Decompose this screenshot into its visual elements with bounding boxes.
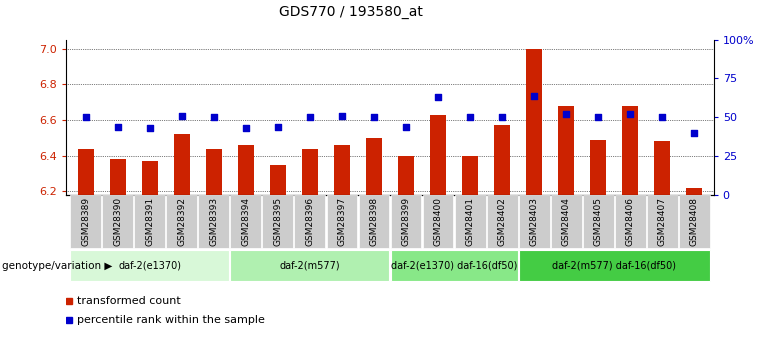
Text: GSM28403: GSM28403 — [530, 197, 539, 246]
FancyBboxPatch shape — [519, 196, 550, 248]
FancyBboxPatch shape — [647, 196, 678, 248]
Point — [688, 130, 700, 136]
Bar — [398, 156, 414, 195]
Bar — [526, 49, 542, 195]
Point — [176, 113, 188, 119]
Text: GSM28395: GSM28395 — [273, 197, 282, 246]
Bar — [495, 125, 510, 195]
FancyBboxPatch shape — [70, 196, 101, 248]
FancyBboxPatch shape — [519, 250, 710, 281]
Point — [112, 124, 124, 129]
Text: GSM28396: GSM28396 — [306, 197, 314, 246]
Bar — [142, 161, 158, 195]
Point — [560, 111, 573, 117]
Text: GSM28393: GSM28393 — [209, 197, 218, 246]
FancyBboxPatch shape — [359, 196, 389, 248]
Bar — [238, 145, 254, 195]
Bar — [462, 156, 478, 195]
Text: GSM28402: GSM28402 — [498, 197, 507, 246]
FancyBboxPatch shape — [166, 196, 197, 248]
Text: GSM28408: GSM28408 — [690, 197, 699, 246]
FancyBboxPatch shape — [295, 196, 325, 248]
Text: daf-2(m577): daf-2(m577) — [279, 261, 340, 270]
Text: GDS770 / 193580_at: GDS770 / 193580_at — [279, 5, 423, 19]
Bar — [270, 165, 285, 195]
Text: GSM28400: GSM28400 — [434, 197, 442, 246]
FancyBboxPatch shape — [134, 196, 165, 248]
Bar — [654, 141, 671, 195]
Text: percentile rank within the sample: percentile rank within the sample — [77, 315, 265, 325]
FancyBboxPatch shape — [102, 196, 133, 248]
FancyBboxPatch shape — [327, 196, 357, 248]
Point — [303, 115, 316, 120]
Point — [624, 111, 636, 117]
FancyBboxPatch shape — [198, 196, 229, 248]
Bar — [366, 138, 382, 195]
Text: GSM28391: GSM28391 — [145, 197, 154, 246]
Bar — [302, 149, 318, 195]
FancyBboxPatch shape — [423, 196, 453, 248]
Point — [271, 124, 284, 129]
Point — [207, 115, 220, 120]
Point — [528, 93, 541, 98]
Bar — [590, 140, 606, 195]
Point — [144, 126, 156, 131]
Text: GSM28392: GSM28392 — [177, 197, 186, 246]
Text: GSM28407: GSM28407 — [658, 197, 667, 246]
FancyBboxPatch shape — [230, 250, 389, 281]
Text: daf-2(e1370) daf-16(df50): daf-2(e1370) daf-16(df50) — [391, 261, 517, 270]
FancyBboxPatch shape — [679, 196, 710, 248]
Bar — [206, 149, 222, 195]
Text: GSM28401: GSM28401 — [466, 197, 474, 246]
FancyBboxPatch shape — [455, 196, 485, 248]
Text: GSM28389: GSM28389 — [81, 197, 90, 246]
Text: GSM28394: GSM28394 — [241, 197, 250, 246]
Point — [432, 94, 445, 100]
FancyBboxPatch shape — [487, 196, 518, 248]
Bar — [686, 188, 703, 195]
Text: GSM28390: GSM28390 — [113, 197, 122, 246]
Point — [239, 126, 252, 131]
Point — [592, 115, 604, 120]
Point — [464, 115, 477, 120]
FancyBboxPatch shape — [391, 196, 421, 248]
Point — [656, 115, 668, 120]
Text: transformed count: transformed count — [77, 296, 181, 306]
Point — [400, 124, 413, 129]
FancyBboxPatch shape — [230, 196, 261, 248]
Point — [367, 115, 380, 120]
Text: GSM28405: GSM28405 — [594, 197, 603, 246]
FancyBboxPatch shape — [391, 250, 518, 281]
Text: genotype/variation ▶: genotype/variation ▶ — [2, 261, 112, 270]
Bar — [558, 106, 574, 195]
Text: daf-2(m577) daf-16(df50): daf-2(m577) daf-16(df50) — [552, 261, 676, 270]
Bar — [77, 149, 94, 195]
Text: GSM28404: GSM28404 — [562, 197, 571, 246]
Bar — [430, 115, 446, 195]
FancyBboxPatch shape — [70, 250, 229, 281]
FancyBboxPatch shape — [615, 196, 646, 248]
FancyBboxPatch shape — [262, 196, 293, 248]
Text: GSM28398: GSM28398 — [370, 197, 378, 246]
Point — [335, 113, 348, 119]
Bar — [174, 134, 190, 195]
Text: GSM28399: GSM28399 — [402, 197, 410, 246]
Bar — [109, 159, 126, 195]
Bar — [334, 145, 350, 195]
Point — [496, 115, 509, 120]
FancyBboxPatch shape — [551, 196, 582, 248]
Point — [80, 115, 92, 120]
Text: GSM28406: GSM28406 — [626, 197, 635, 246]
FancyBboxPatch shape — [583, 196, 614, 248]
Text: GSM28397: GSM28397 — [338, 197, 346, 246]
Text: daf-2(e1370): daf-2(e1370) — [118, 261, 181, 270]
Bar — [622, 106, 638, 195]
